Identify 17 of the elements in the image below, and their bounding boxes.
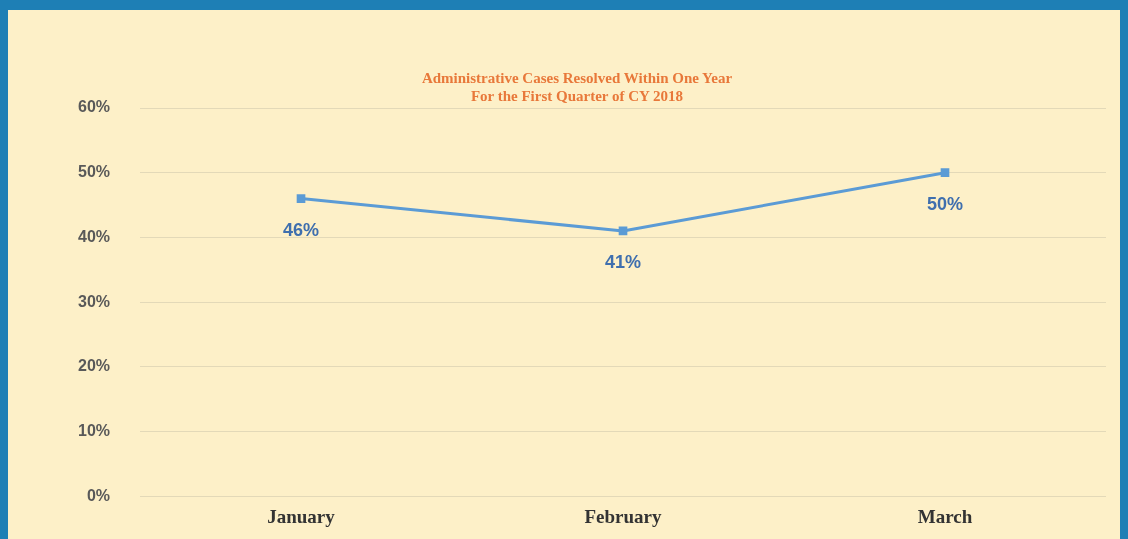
point <box>940 168 950 178</box>
chart-title: Administrative Cases Resolved Within One Year For the First Quarter of CY 2018 <box>421 69 733 104</box>
data-label: 46% <box>283 219 320 240</box>
y-tick-label: 20% <box>77 357 111 375</box>
y-tick-label: 40% <box>77 227 111 245</box>
y-tick-label: 30% <box>77 292 111 310</box>
y-tick-label: 0% <box>86 486 111 504</box>
x-tick-label: March <box>917 505 973 527</box>
point <box>618 226 628 236</box>
y-tick-label: 50% <box>77 163 111 181</box>
x-tick-label: February <box>584 505 663 527</box>
point <box>296 194 306 203</box>
data-label: 50% <box>926 193 964 214</box>
y-tick-label: 60% <box>77 98 111 116</box>
x-tick-label: January <box>267 505 336 527</box>
y-tick-label: 10% <box>77 421 111 439</box>
data-label: 41% <box>605 251 642 272</box>
